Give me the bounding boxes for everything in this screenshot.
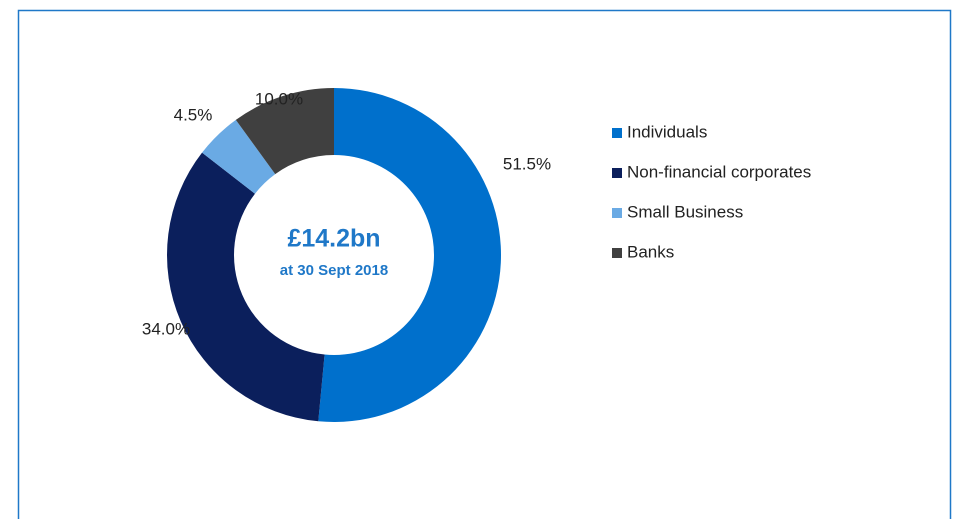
- legend-label: Banks: [627, 242, 674, 261]
- data-label: 4.5%: [174, 105, 213, 124]
- legend-swatch: [612, 128, 622, 138]
- legend-swatch: [612, 168, 622, 178]
- legend-label: Small Business: [627, 202, 743, 221]
- legend-label: Individuals: [627, 122, 707, 141]
- donut-slice: [318, 88, 501, 423]
- center-title: £14.2bn: [287, 225, 380, 253]
- donut-slice: [166, 152, 325, 422]
- data-label: 34.0%: [142, 319, 190, 338]
- data-label: 10.0%: [255, 89, 303, 108]
- data-label: 51.5%: [503, 154, 551, 173]
- legend-swatch: [612, 248, 622, 258]
- legend-swatch: [612, 208, 622, 218]
- donut-slice: [235, 88, 334, 175]
- legend-label: Non-financial corporates: [627, 162, 811, 181]
- donut-slice: [202, 119, 276, 194]
- center-subtitle: at 30 Sept 2018: [280, 262, 388, 279]
